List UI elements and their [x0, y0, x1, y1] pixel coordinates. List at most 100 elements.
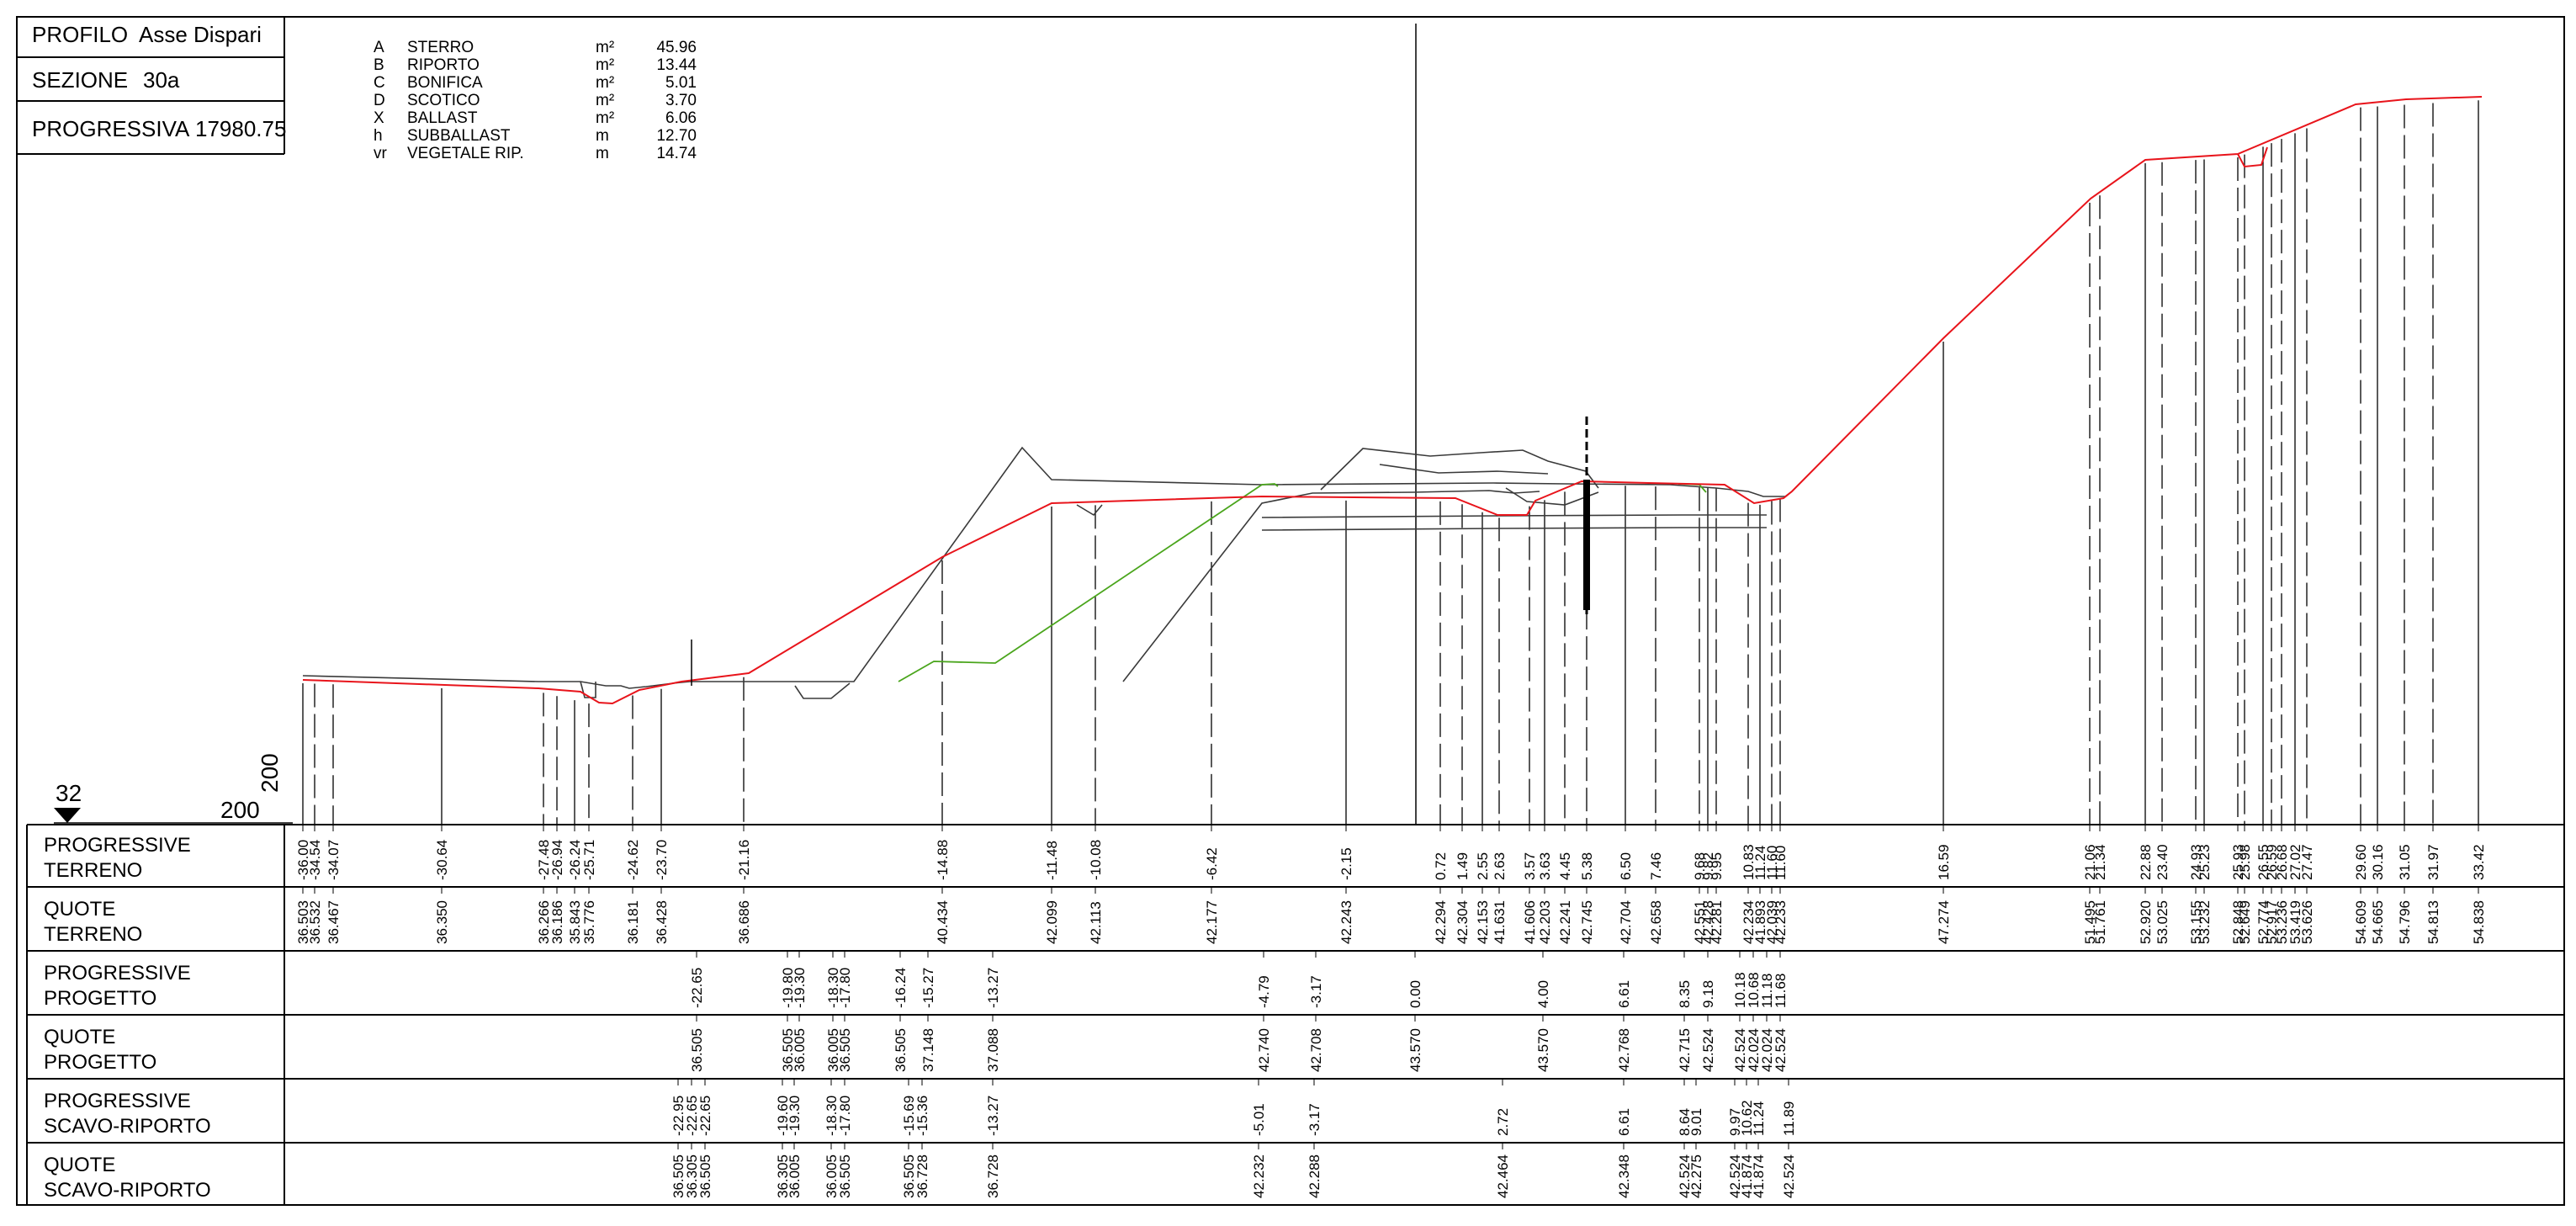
terreno-progressiva-value: 25.23: [2197, 844, 2213, 880]
rail-axis-marker: [1583, 417, 1590, 614]
terreno-quota-value: 36.428: [654, 900, 670, 944]
progetto-quota-value: 36.505: [689, 1028, 705, 1072]
qty-value: 13.44: [656, 56, 697, 74]
progetto-quota-value: 37.148: [920, 1028, 936, 1072]
terreno-quota-value: 41.631: [1492, 900, 1508, 944]
scavo-quota-value: 42.524: [1781, 1154, 1797, 1198]
terreno-quota-value: 42.704: [1618, 900, 1634, 944]
progetto-quota-value: 36.005: [792, 1028, 808, 1072]
progetto-quota-value: 36.505: [837, 1028, 853, 1072]
scavo-progressiva-value: -19.30: [787, 1096, 803, 1136]
terreno-progressiva-value: 6.50: [1618, 852, 1634, 880]
terreno-quota-value: 52.649: [2237, 900, 2253, 944]
qty-name: BONIFICA: [407, 74, 483, 92]
terreno-progressiva-value: -23.70: [654, 840, 670, 880]
terreno-quota-value: 40.434: [935, 900, 951, 944]
terreno-progressiva-value: -30.64: [434, 840, 450, 880]
terreno-quota-value: 42.099: [1044, 900, 1060, 944]
qty-value: 14.74: [656, 145, 697, 162]
terreno-progressiva-value: -6.42: [1204, 847, 1220, 880]
terreno-quota-value: 51.761: [2092, 900, 2108, 944]
scavo-progressiva-value: 11.89: [1781, 1101, 1797, 1136]
scavo-quota-value: 42.288: [1307, 1154, 1322, 1198]
qty-code: D: [374, 92, 385, 109]
scavo-quota-value: 36.505: [837, 1154, 853, 1198]
qty-value: 6.06: [665, 109, 697, 127]
terreno-quota-value: 47.274: [1936, 900, 1952, 944]
progetto-progressiva-value: 11.68: [1773, 974, 1789, 1008]
progetto-progressiva-value: -17.80: [837, 968, 853, 1008]
station-lines: [303, 100, 2478, 825]
terreno-progressiva-value: 3.57: [1522, 852, 1538, 880]
scavo-progressiva-value: 9.01: [1688, 1108, 1704, 1136]
progetto-progressiva-value: -13.27: [985, 968, 1001, 1008]
terreno-quota-value: 36.532: [307, 900, 323, 944]
scavo-progressiva-value: 11.24: [1751, 1101, 1767, 1136]
terreno-progressiva-value: 33.42: [2471, 844, 2487, 880]
terreno-quota-value: 42.745: [1579, 900, 1595, 944]
row-label-quote-terreno-2: TERRENO: [44, 923, 142, 946]
progetto-quota-value: 37.088: [985, 1028, 1001, 1072]
row-label-progressive-terreno-2: TERRENO: [44, 859, 142, 882]
terreno-quota-value: 42.113: [1088, 901, 1104, 944]
terreno-quota-value: 53.025: [2155, 900, 2171, 944]
progetto-quota-value: 43.570: [1407, 1028, 1423, 1072]
terreno-quota-value: 52.920: [2138, 900, 2154, 944]
terreno-progressiva-value: 5.38: [1579, 852, 1595, 880]
row-label-quote-scavo-1: QUOTE: [44, 1154, 115, 1176]
progetto-progressiva-value: -15.27: [920, 968, 936, 1008]
level-value-vertical: 200: [257, 753, 283, 793]
qty-code: C: [374, 74, 385, 92]
qty-code: B: [374, 56, 384, 74]
terreno-progressiva-value: -25.71: [581, 840, 597, 880]
level-marker-number: 32: [56, 780, 82, 806]
terreno-progressiva-value: 7.46: [1648, 852, 1664, 880]
terreno-progressiva-value: -2.15: [1338, 847, 1354, 880]
scavo-quota-value: 36.005: [787, 1154, 803, 1198]
progetto-quota-value: 36.505: [893, 1028, 909, 1072]
terreno-quota-value: 54.665: [2370, 900, 2386, 944]
qty-name: SCOTICO: [407, 92, 480, 109]
terreno-progressiva-value: -14.88: [935, 840, 951, 880]
scavo-progressiva-value: -15.36: [914, 1096, 930, 1136]
terreno-progressiva-value: 23.40: [2155, 844, 2171, 880]
terreno-progressiva-value: -24.62: [625, 840, 641, 880]
terreno-progressiva-value: 29.60: [2353, 844, 2369, 880]
row-label-progressive-scavo-1: PROGRESSIVE: [44, 1090, 191, 1112]
level-value: 200: [220, 797, 260, 823]
terreno-progressiva-value: 11.60: [1773, 846, 1789, 880]
level-triangle-icon: [54, 808, 81, 823]
progetto-quota-value: 42.524: [1773, 1028, 1789, 1072]
row-label-progressive-scavo-2: SCAVO-RIPORTO: [44, 1115, 211, 1138]
terreno-progressiva-value: 22.88: [2138, 844, 2154, 880]
progetto-quota-value: 42.715: [1677, 1028, 1693, 1072]
terreno-progressiva-value: -26.94: [549, 840, 565, 880]
terreno-progressiva-value: 30.16: [2370, 844, 2386, 880]
row-label-progressive-progetto-1: PROGRESSIVE: [44, 962, 191, 985]
embankment-line: [898, 484, 1278, 682]
qty-unit: m: [596, 145, 609, 162]
progetto-progressiva-value: -4.79: [1256, 975, 1272, 1008]
data-table: PROGRESSIVE TERRENO QUOTE TERRENO PROGRE…: [27, 825, 2564, 1205]
terreno-progressiva-value: 31.97: [2425, 844, 2441, 880]
scavo-progressiva-value: -3.17: [1307, 1103, 1322, 1136]
terreno-quota-value: 42.281: [1709, 900, 1725, 944]
design-profile: [303, 448, 1792, 698]
terreno-quota-value: 42.153: [1475, 900, 1491, 944]
terreno-progressiva-value: 2.55: [1475, 852, 1491, 880]
scavo-progressiva-value: -17.80: [837, 1096, 853, 1136]
progetto-progressiva-value: -3.17: [1308, 975, 1324, 1008]
progetto-progressiva-value: 6.61: [1616, 980, 1632, 1008]
profilo-value: Asse Dispari: [139, 22, 262, 47]
qty-value: 45.96: [656, 39, 697, 56]
terreno-progressiva-value: 25.98: [2237, 844, 2253, 880]
terreno-quota-value: 53.626: [2299, 900, 2315, 944]
progetto-progressiva-value: 8.35: [1677, 980, 1693, 1008]
progetto-quota-value: 42.708: [1308, 1028, 1324, 1072]
qty-unit: m²: [596, 109, 614, 127]
terreno-quota-value: 42.233: [1773, 900, 1789, 944]
terreno-quota-value: 36.350: [434, 900, 450, 944]
row-label-quote-progetto-2: PROGETTO: [44, 1051, 156, 1074]
terreno-quota-value: 42.177: [1204, 900, 1220, 944]
qty-unit: m: [596, 127, 609, 145]
